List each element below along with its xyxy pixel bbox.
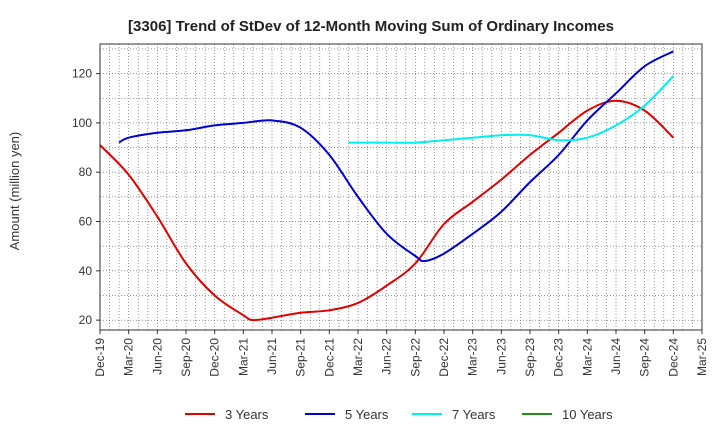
- x-tick-label: Jun-21: [265, 338, 279, 375]
- legend-label: 10 Years: [562, 407, 613, 422]
- x-tick-label: Dec-22: [437, 338, 451, 377]
- x-tick-label: Sep-21: [294, 338, 308, 377]
- x-tick-label: Mar-21: [236, 338, 250, 376]
- y-tick-label: 100: [72, 116, 92, 130]
- y-tick-label: 40: [79, 264, 93, 278]
- x-tick-label: Mar-22: [351, 338, 365, 376]
- plot-area: [100, 44, 702, 330]
- x-tick-label: Sep-23: [523, 338, 537, 377]
- x-tick-label: Sep-24: [638, 338, 652, 377]
- y-tick-label: 120: [72, 67, 92, 81]
- x-tick-label: Dec-24: [666, 338, 680, 377]
- legend: 3 Years 5 Years 7 Years 10 Years: [185, 407, 613, 422]
- legend-label: 3 Years: [225, 407, 269, 422]
- x-tick-label: Mar-20: [122, 338, 136, 376]
- x-tick-label: Jun-24: [609, 338, 623, 375]
- y-tick-label: 80: [79, 165, 93, 179]
- x-tick-label: Sep-20: [179, 338, 193, 377]
- x-axis: Dec-19 Mar-20 Jun-20 Sep-20 Dec-20 Mar-21 Jun-…: [93, 330, 709, 377]
- x-tick-label: Mar-24: [580, 338, 594, 376]
- plot-background: [100, 44, 702, 330]
- x-tick-label: Sep-22: [408, 338, 422, 377]
- y-axis: 20 40 60 80 100 120: [72, 67, 100, 327]
- x-tick-label: Dec-23: [552, 338, 566, 377]
- legend-label: 7 Years: [452, 407, 496, 422]
- x-tick-label: Jun-22: [380, 338, 394, 375]
- x-tick-label: Dec-19: [93, 338, 107, 377]
- x-tick-label: Mar-23: [466, 338, 480, 376]
- x-tick-label: Dec-21: [322, 338, 336, 377]
- plot-frame: [99, 43, 703, 331]
- x-tick-label: Mar-25: [695, 338, 709, 376]
- series-line-5-years: [118, 50, 674, 263]
- x-tick-label: Jun-23: [494, 338, 508, 375]
- series-layer: [99, 50, 675, 322]
- legend-label: 5 Years: [345, 407, 389, 422]
- x-tick-label: Dec-20: [208, 338, 222, 377]
- chart-title: [3306] Trend of StDev of 12-Month Moving…: [128, 18, 614, 35]
- y-tick-label: 60: [79, 215, 93, 229]
- series-line-3-years: [99, 99, 674, 322]
- y-axis-label: Amount (million yen): [7, 132, 22, 251]
- axes: [99, 43, 703, 331]
- series-line-7-years: [348, 75, 675, 144]
- x-tick-label: Jun-20: [150, 338, 164, 375]
- y-tick-label: 20: [79, 313, 93, 327]
